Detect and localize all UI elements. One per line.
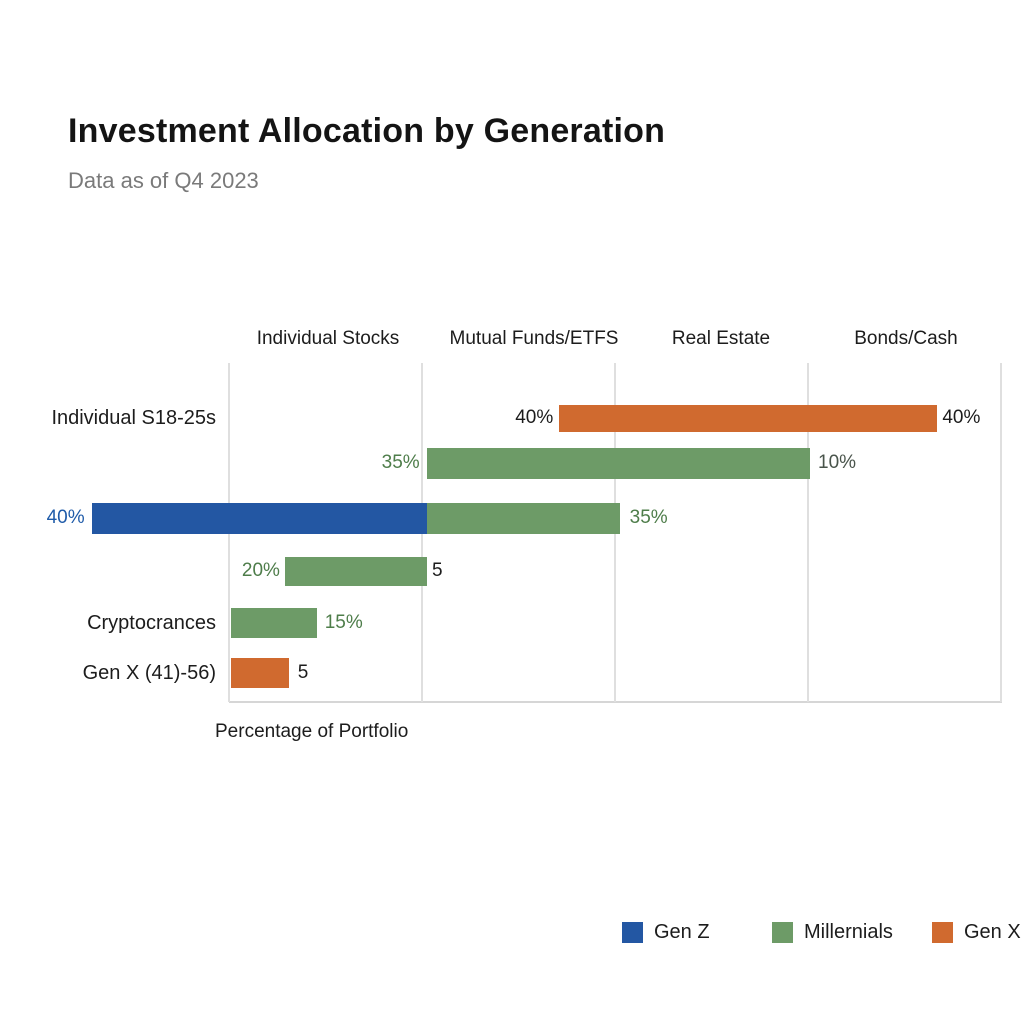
legend-label: Gen X [964, 921, 1021, 943]
legend-item-gen-z: Gen Z [622, 921, 710, 944]
bar-gen_x [230, 658, 290, 688]
x-axis-line [229, 701, 1002, 703]
row-label: Cryptocrances [87, 612, 216, 634]
legend-item-gen-x: Gen X [932, 921, 1021, 944]
row-label: Gen X (41)-56) [82, 662, 216, 684]
x-axis-label: Percentage of Portfolio [215, 721, 409, 742]
bar-millennials [426, 502, 620, 534]
value-label: 5 [432, 560, 443, 581]
value-label: 15% [324, 612, 363, 633]
value-label: 40% [942, 407, 981, 428]
gridline [807, 363, 809, 702]
value-label: 20% [241, 560, 280, 581]
column-header: Bonds/Cash [854, 328, 958, 349]
value-label: 35% [629, 507, 668, 528]
legend-swatch-gen-x [932, 922, 953, 943]
bar-millennials [426, 447, 811, 479]
gridline [1000, 363, 1002, 702]
value-label: 35% [381, 452, 420, 473]
bar-gen_z [92, 502, 427, 534]
value-label: 10% [818, 452, 857, 473]
legend-item-millennials: Millernials [772, 921, 893, 944]
value-label: 40% [46, 507, 85, 528]
bar-gen_x [558, 404, 937, 432]
value-label: 40% [515, 407, 554, 428]
legend-swatch-millennials [772, 922, 793, 943]
row-label: Individual S18-25s [51, 407, 216, 429]
bar-millennials [230, 608, 317, 638]
column-header: Real Estate [671, 328, 771, 349]
column-header: Individual Stocks [256, 328, 400, 349]
chart-subtitle: Data as of Q4 2023 [68, 168, 259, 193]
column-header: Mutual Funds/ETFS [449, 328, 619, 349]
legend-swatch-gen-z [622, 922, 643, 943]
chart-title: Investment Allocation by Generation [68, 112, 666, 150]
legend-label: Gen Z [654, 921, 710, 943]
bar-millennials [285, 556, 427, 586]
legend-label: Millernials [804, 921, 893, 943]
value-label: 5 [297, 662, 309, 683]
